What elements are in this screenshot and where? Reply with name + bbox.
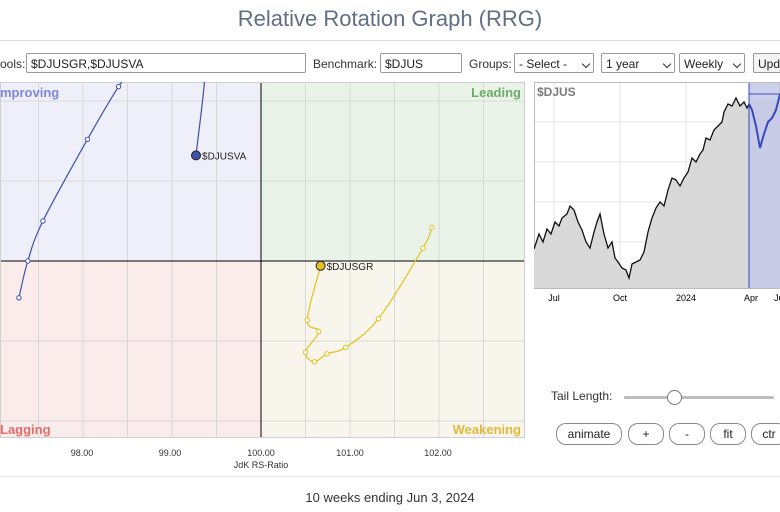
improving-quadrant <box>0 82 261 261</box>
symbols-input[interactable]: $DJUSGR,$DJUSVA <box>26 53 306 73</box>
gridlines <box>0 82 525 438</box>
price-chart-symbol: $DJUS <box>537 85 576 99</box>
groups-select[interactable]: - Select - <box>514 53 594 73</box>
plot-border <box>0 82 525 438</box>
trail-point <box>40 218 46 224</box>
trail-point <box>420 245 426 251</box>
x-tick-label: 99.00 <box>158 448 182 458</box>
zoom-out-button[interactable]: - <box>669 423 705 445</box>
x-tick-label: 98.00 <box>70 448 94 458</box>
trail-head-point[interactable] <box>191 150 202 161</box>
rrg-plot: mproving Leading Lagging Weakening $DJUS… <box>0 82 525 438</box>
footer-divider <box>0 476 780 477</box>
tail-length-slider[interactable] <box>624 396 774 399</box>
improving-label: mproving <box>0 85 59 100</box>
trail-point <box>324 351 330 357</box>
update-button[interactable]: Upd <box>753 53 780 73</box>
trail-point <box>375 315 382 322</box>
benchmark-label: Benchmark: <box>313 57 378 71</box>
leading-quadrant <box>261 82 525 261</box>
trail-point <box>342 344 349 351</box>
benchmark-price-chart: $DJUS Jul Oct 2024 Apr Ju <box>534 82 780 303</box>
tail-length-label: Tail Length: <box>551 389 613 403</box>
fit-button[interactable]: fit <box>710 423 746 445</box>
lagging-label: Lagging <box>0 422 51 437</box>
trail-point <box>429 224 435 231</box>
price-x-label: Oct <box>613 293 628 303</box>
weakening-quadrant <box>261 261 525 438</box>
interval-select[interactable]: Weekly <box>679 53 745 73</box>
series-label: $DJUSVA <box>202 151 247 162</box>
trail-point <box>25 258 31 264</box>
title-divider <box>0 40 780 41</box>
date-range-caption: 10 weeks ending Jun 3, 2024 <box>305 490 475 505</box>
page-title: Relative Rotation Graph (RRG) <box>237 6 543 31</box>
symbols-label: ools: <box>0 57 26 71</box>
trail-point <box>302 349 309 355</box>
period-select[interactable]: 1 year <box>601 53 675 73</box>
trail-point <box>16 295 22 301</box>
trail-point <box>316 328 322 335</box>
benchmark-input[interactable]: $DJUS <box>380 53 462 73</box>
tail-length-slider-thumb[interactable] <box>667 390 682 405</box>
trail-head-point[interactable] <box>315 260 326 271</box>
price-line-tail <box>748 93 780 149</box>
zoom-in-button[interactable]: + <box>628 423 664 445</box>
x-tick-label: 102.00 <box>424 448 452 458</box>
trail-line <box>18 82 206 298</box>
x-axis: 98.00 99.00 100.00 101.00 102.00 JdK RS-… <box>0 440 525 474</box>
animate-button[interactable]: animate <box>556 423 622 445</box>
toolbar: ools: $DJUSGR,$DJUSVA Benchmark: $DJUS G… <box>0 52 780 76</box>
price-x-label: 2024 <box>676 293 696 303</box>
x-axis-title: JdK RS-Ratio <box>233 460 289 470</box>
price-x-label: Apr <box>744 293 758 303</box>
series-label: $DJUSGR <box>327 262 374 273</box>
price-x-label: Ju <box>774 293 780 303</box>
groups-label: Groups: <box>469 57 512 71</box>
trail-line <box>304 227 433 363</box>
price-x-label: Jul <box>548 293 560 303</box>
lagging-quadrant <box>0 261 261 438</box>
x-tick-label: 101.00 <box>336 448 364 458</box>
trail-point <box>115 83 122 90</box>
center-button[interactable]: ctr <box>751 423 780 445</box>
trail-point <box>311 359 318 365</box>
x-tick-label: 100.00 <box>247 448 275 458</box>
price-line <box>534 96 750 281</box>
rotation-trails: $DJUSVA $DJUSGR <box>16 82 435 365</box>
trail-point <box>304 317 310 323</box>
leading-label: Leading <box>471 85 521 100</box>
weakening-label: Weakening <box>453 422 521 437</box>
price-area <box>534 98 780 288</box>
trail-point <box>84 136 91 143</box>
